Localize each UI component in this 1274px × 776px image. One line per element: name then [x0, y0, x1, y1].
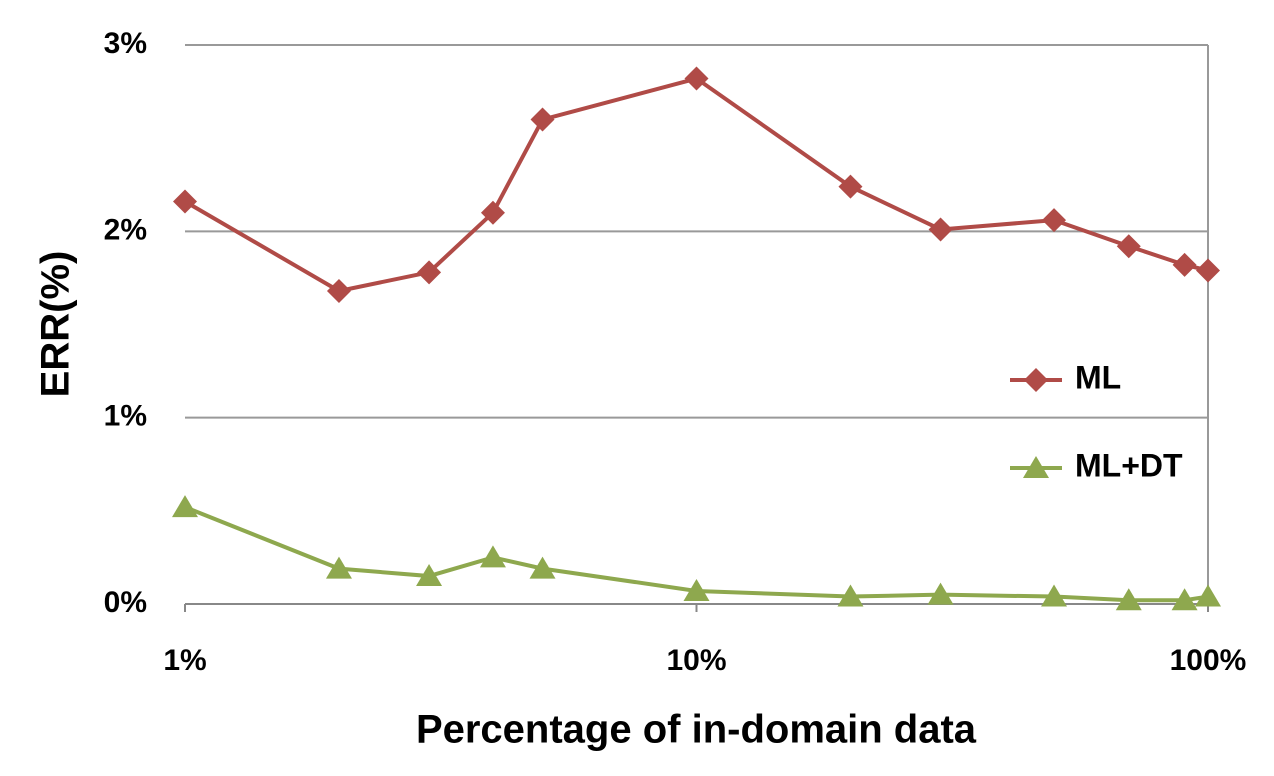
marker	[1171, 588, 1198, 611]
x-tick-label: 100%	[1170, 644, 1247, 677]
y-axis-label: ERR(%)	[34, 251, 78, 398]
marker	[417, 260, 442, 285]
marker	[1116, 234, 1141, 259]
y-tick-label: 1%	[104, 400, 147, 433]
marker	[837, 584, 864, 607]
marker	[838, 174, 863, 199]
x-tick-label: 10%	[666, 644, 726, 677]
marker	[1042, 208, 1067, 233]
marker	[530, 107, 555, 132]
marker	[1115, 588, 1142, 611]
marker	[479, 545, 506, 568]
marker	[928, 217, 953, 242]
line	[183, 76, 1209, 294]
marker	[480, 200, 505, 225]
legend-label: ML	[1075, 359, 1121, 395]
y-tick-label: 0%	[104, 586, 147, 619]
x-tick-label: 1%	[163, 644, 206, 677]
legend-marker	[1024, 368, 1048, 392]
marker	[325, 556, 352, 579]
marker	[529, 556, 556, 579]
marker	[684, 66, 709, 91]
marker	[1195, 584, 1221, 607]
marker	[927, 582, 954, 605]
line	[184, 505, 1209, 603]
marker	[683, 578, 710, 601]
y-tick-label: 3%	[104, 27, 147, 60]
y-tick-label: 2%	[104, 213, 147, 246]
marker	[1172, 252, 1197, 277]
marker	[172, 495, 198, 518]
marker	[173, 189, 197, 214]
legend-label: ML+DT	[1075, 447, 1183, 483]
marker	[416, 564, 443, 587]
x-axis-label: Percentage of in-domain data	[416, 708, 977, 752]
marker	[326, 278, 351, 303]
marker	[1041, 584, 1068, 607]
marker	[1196, 258, 1220, 283]
legend-marker	[1023, 456, 1049, 478]
